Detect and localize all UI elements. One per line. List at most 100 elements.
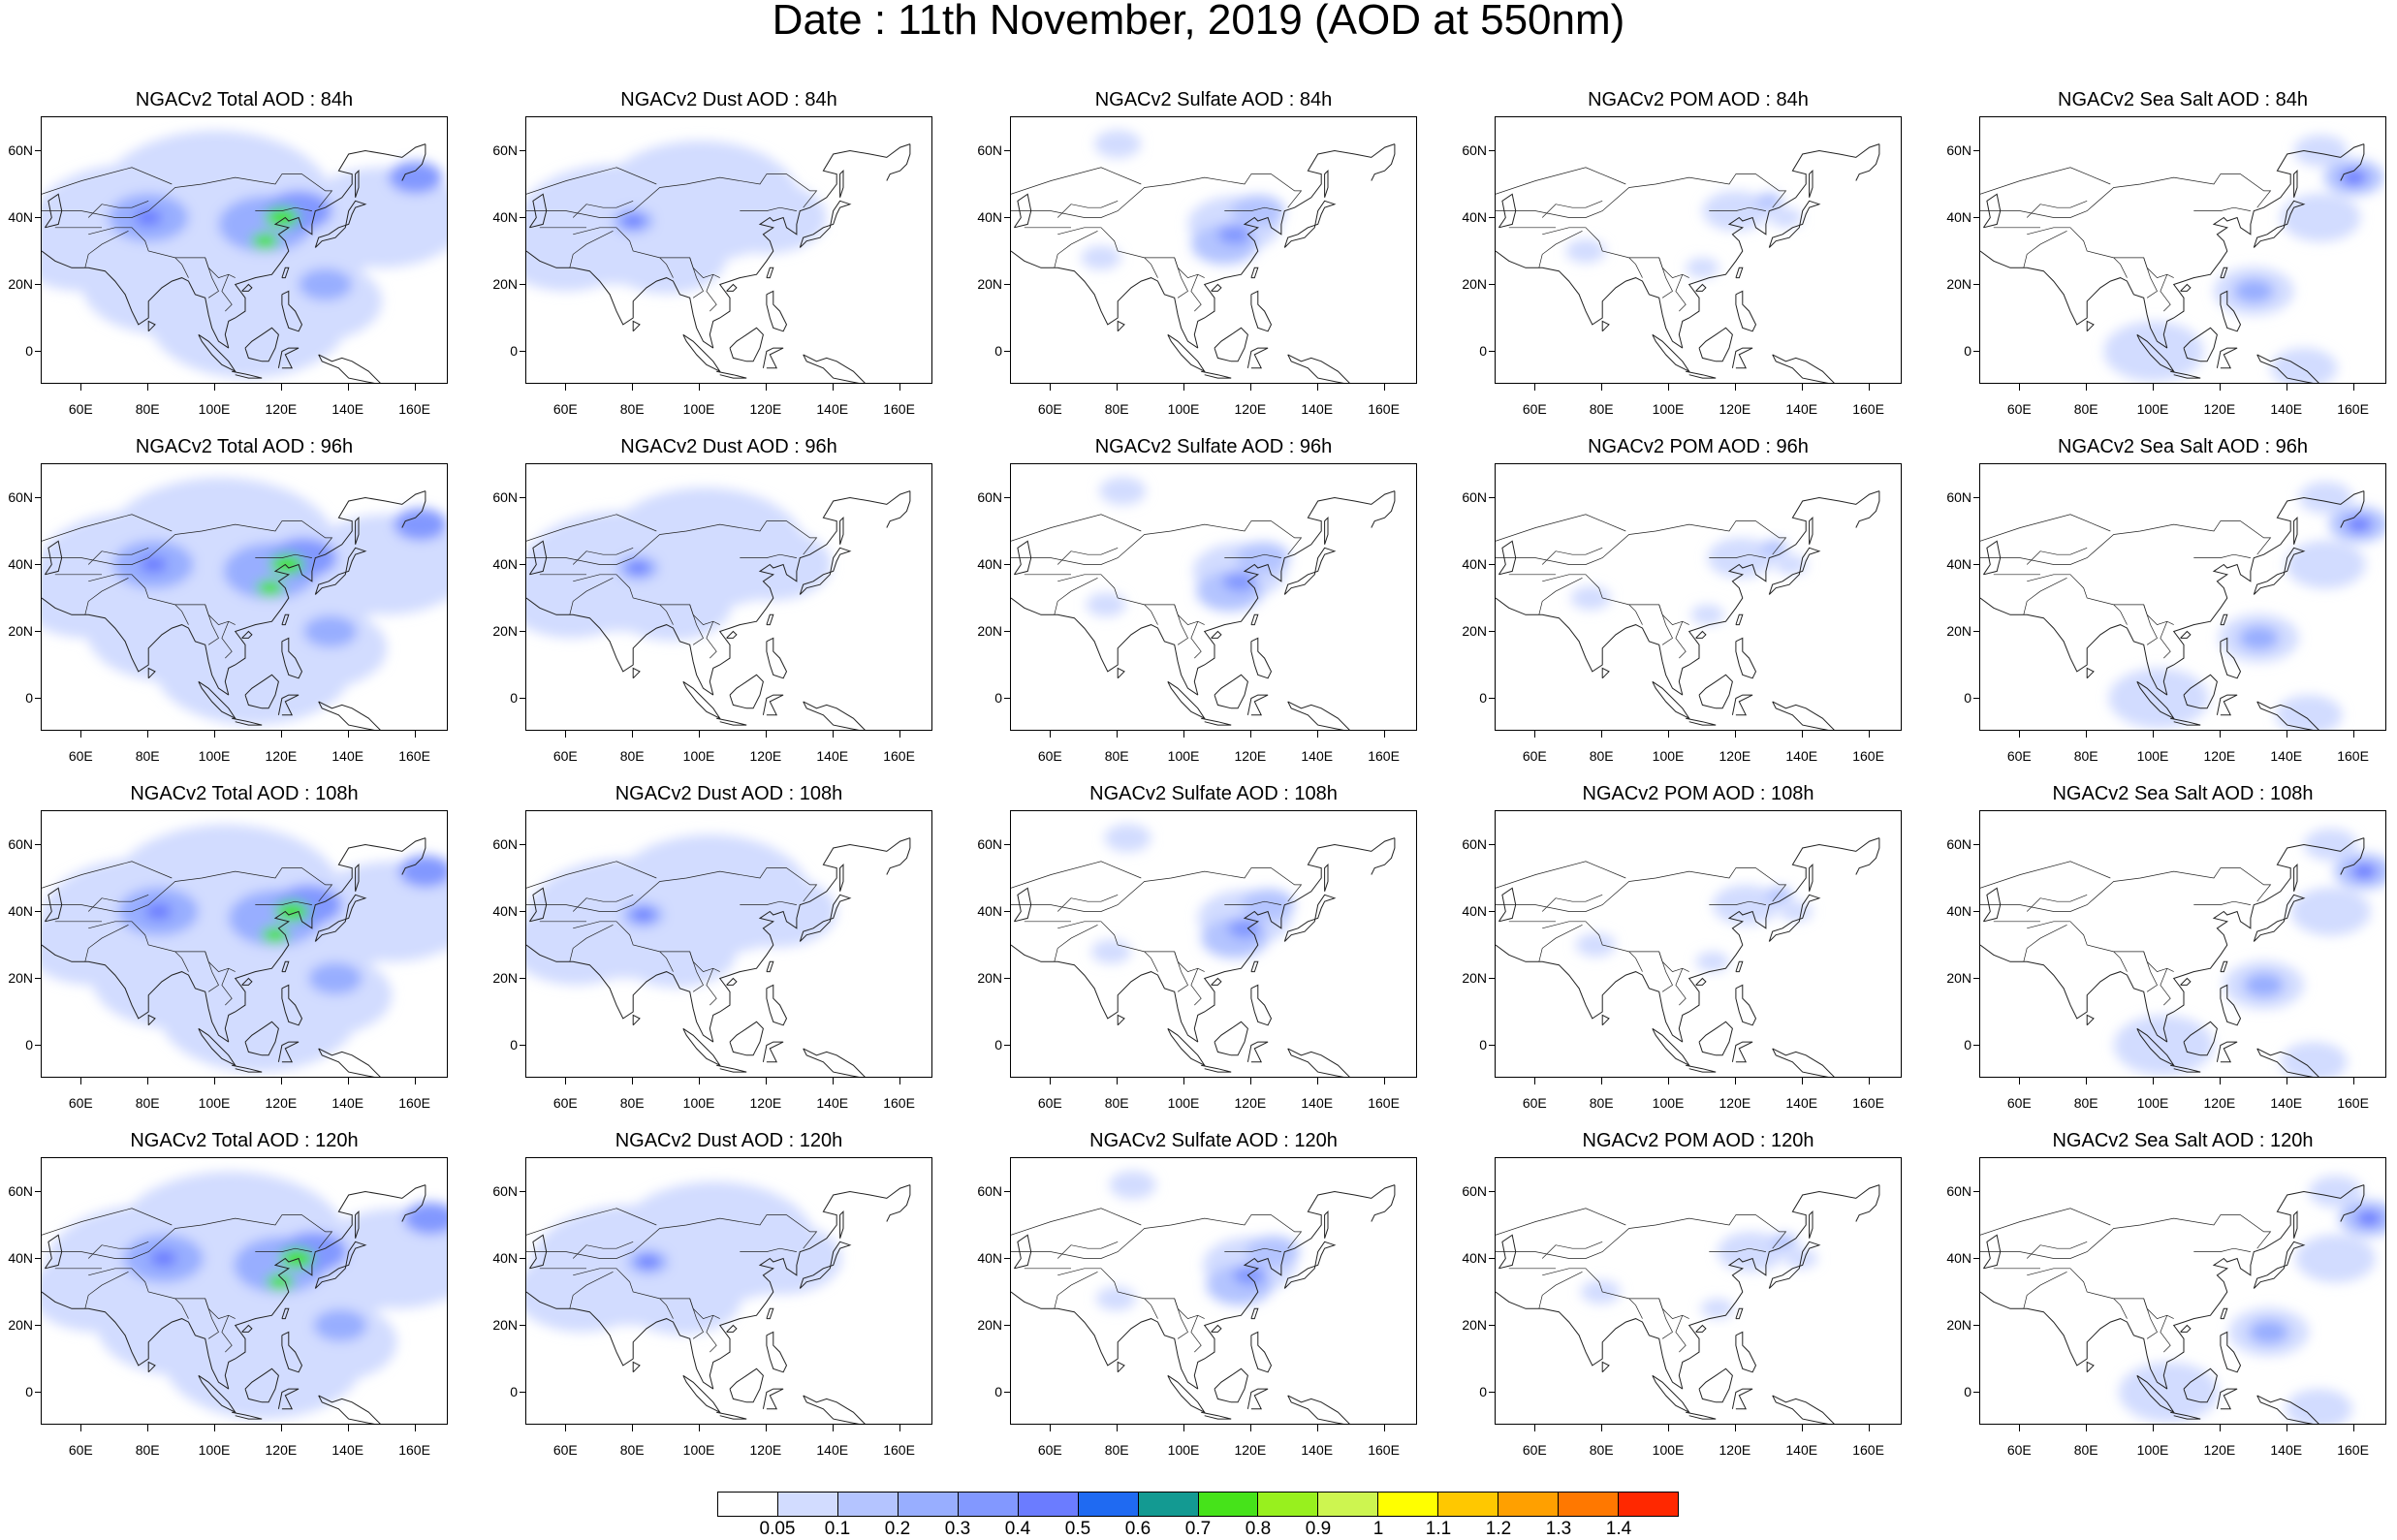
lon-tick-label: 60E (68, 748, 93, 764)
coastline (44, 540, 63, 576)
coastline (42, 1208, 173, 1236)
lat-tick-label: 20N (1462, 622, 1487, 639)
coastline (1283, 894, 1337, 942)
coastline (706, 621, 717, 659)
lon-tick-label: 120E (2203, 748, 2236, 764)
lon-tick-label: 160E (398, 401, 430, 417)
lon-tick-label: 140E (816, 401, 849, 417)
coastline (1652, 1027, 1691, 1067)
aod-plume (163, 1298, 364, 1420)
lon-tick (899, 384, 900, 391)
lon-tick-label: 140E (1301, 1095, 1334, 1111)
lat-tick-label: 0 (1479, 689, 1487, 706)
aod-plume (2345, 516, 2373, 533)
coastline (174, 257, 189, 278)
coastline (1980, 514, 2111, 542)
lon-tick-label: 160E (398, 1095, 430, 1111)
lon-tick-label: 160E (2337, 748, 2369, 764)
coastline (1144, 257, 1158, 278)
coastline (1735, 1307, 1744, 1320)
coastline (147, 1014, 156, 1026)
coastline (573, 227, 720, 278)
lon-tick-label: 60E (1522, 748, 1547, 764)
lat-tick-label: 40N (1946, 208, 1971, 225)
coastline (1250, 1307, 1259, 1320)
lat-tick-label: 20N (977, 969, 1002, 986)
coastline (198, 333, 237, 373)
lon-tick-label: 160E (1368, 1095, 1400, 1111)
lat-tick (1004, 350, 1010, 352)
lat-tick-label: 20N (8, 275, 33, 292)
coastline (1287, 1395, 1350, 1424)
lat-tick (520, 283, 525, 285)
panel-title: NGACv2 Dust AOD : 108h (615, 783, 843, 804)
coastline (1709, 900, 1766, 905)
coastline (44, 1234, 63, 1270)
coastline (1201, 1064, 1232, 1073)
lon-tick (2019, 1078, 2021, 1084)
lon-tick (1316, 1425, 1318, 1431)
coastline (573, 1268, 720, 1319)
coastline (355, 1210, 360, 1239)
lon-tick-label: 100E (2136, 748, 2169, 764)
coastline (1283, 1241, 1337, 1289)
coastline (244, 674, 279, 709)
lat-tick-label: 0 (1964, 1036, 1971, 1053)
lat-tick-label: 0 (510, 689, 518, 706)
aod-map (42, 477, 447, 730)
coastline (839, 1210, 844, 1239)
coastline (766, 290, 788, 332)
coastline (1011, 1208, 1142, 1236)
map-panel-total-3: NGACv2 Total AOD : 108h 60N 40N 20N 0 60E 80E 1… (0, 783, 485, 1130)
aod-map (526, 141, 911, 383)
aod-plume (1575, 932, 1616, 958)
aod-plume (2249, 1319, 2289, 1344)
lat-tick-label: 0 (1964, 1383, 1971, 1399)
coastline (1496, 1208, 1626, 1236)
coastline (2256, 354, 2319, 383)
coastline (1283, 547, 1337, 595)
lat-tick (35, 1391, 41, 1393)
coastline (1695, 1324, 1707, 1333)
colorbar (717, 1492, 1679, 1517)
lon-tick (699, 1078, 701, 1084)
coastline (526, 861, 657, 889)
coastline (1193, 837, 1396, 1043)
coastline (1167, 1374, 1207, 1414)
lat-tick-label: 20N (1946, 1316, 1971, 1333)
coastline (1246, 694, 1269, 716)
lat-tick-label: 20N (977, 622, 1002, 639)
lon-tick (1050, 1078, 1052, 1084)
aod-plume (2295, 1234, 2376, 1283)
coastline (1658, 951, 1673, 992)
lon-tick-label: 60E (1522, 1095, 1547, 1111)
coastline (2180, 1324, 2192, 1333)
lon-tick-label: 100E (1167, 1095, 1200, 1111)
lon-tick (1534, 1078, 1536, 1084)
map-panel-pom-1: NGACv2 POM AOD : 84h 60N 40N 20N 0 60E 80E 100E… (1454, 89, 1939, 436)
lon-tick-label: 80E (1589, 401, 1614, 417)
coastline (2340, 837, 2365, 875)
coastline (2023, 1271, 2067, 1309)
coastline (1057, 574, 1205, 625)
lon-tick (147, 1425, 149, 1431)
coastline (762, 1388, 784, 1410)
lon-tick-label: 120E (749, 401, 782, 417)
lon-tick (1868, 1425, 1870, 1431)
coastline (2256, 701, 2319, 730)
coastline (2026, 200, 2088, 218)
lon-tick (414, 731, 416, 738)
aod-plume (721, 1222, 842, 1295)
coastline (1190, 968, 1202, 1006)
aod-plume (140, 556, 168, 573)
lat-tick (520, 630, 525, 632)
aod-map (1496, 490, 1880, 730)
coastline (1628, 1298, 1643, 1319)
coastline (401, 143, 426, 181)
colorbar-swatch (837, 1493, 899, 1516)
coastline (1013, 1234, 1032, 1270)
lon-tick (214, 384, 216, 391)
aod-plume (1109, 1171, 1156, 1200)
panel-title: NGACv2 Sea Salt AOD : 108h (2052, 783, 2314, 804)
panel-title: NGACv2 Sulfate AOD : 108h (1089, 783, 1338, 804)
